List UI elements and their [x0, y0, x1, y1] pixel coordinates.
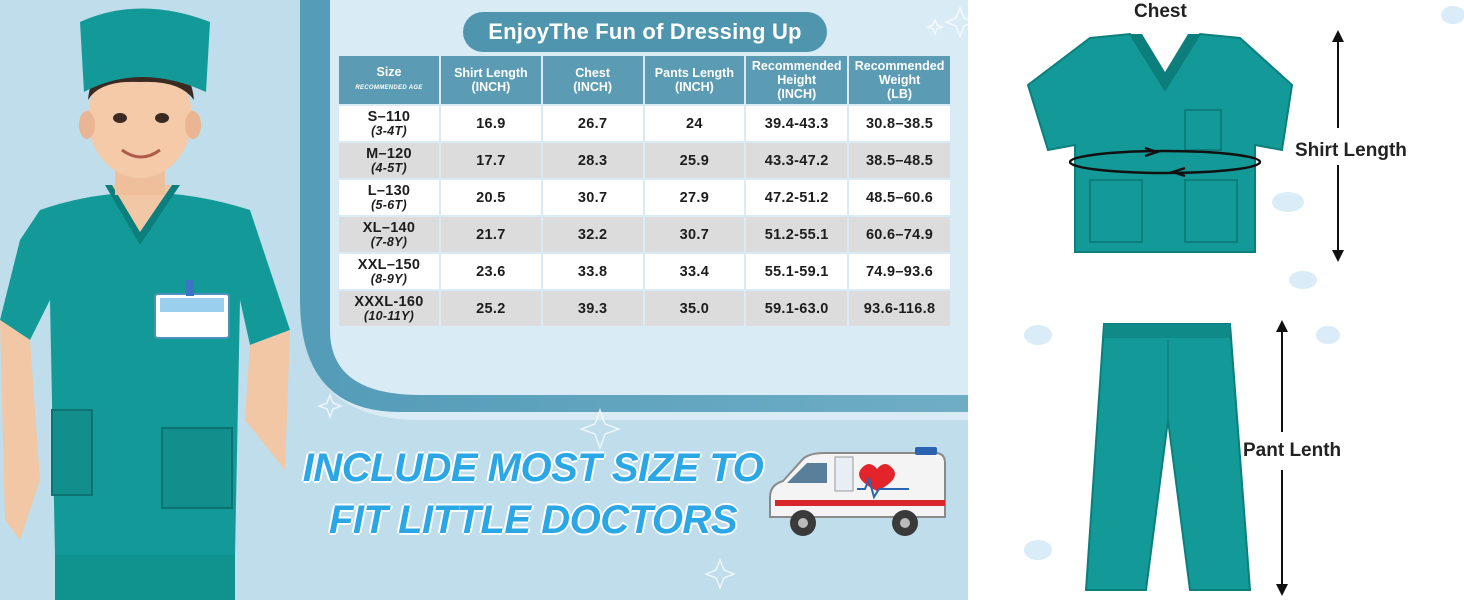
pants-length-cell: 33.4 — [644, 254, 745, 289]
slogan-line-1: INCLUDE MOST SIZE TO — [302, 446, 764, 490]
age-label: (10-11Y) — [363, 308, 415, 323]
column-header-height: Recommended Height (INCH) — [746, 56, 848, 104]
chest-cell: 32.2 — [542, 217, 643, 252]
chest-cell: 33.8 — [542, 254, 643, 289]
height-cell: 51.2-55.1 — [746, 217, 848, 252]
header-label: Size — [376, 65, 402, 79]
table-row: M–120 (4-5T) 17.7 28.3 25.9 43.3-47.2 38.… — [339, 143, 950, 178]
table-row: XXL–150 (8-9Y) 23.6 33.8 33.4 55.1-59.1 7… — [339, 254, 950, 289]
pants-length-cell: 27.9 — [644, 180, 745, 215]
pants-length-cell: 24 — [644, 106, 745, 141]
header-sublabel: RECOMMENDED AGE — [355, 85, 423, 91]
height-cell: 43.3-47.2 — [746, 143, 848, 178]
chest-cell: 28.3 — [542, 143, 643, 178]
slogan: INCLUDE MOST SIZE TO FIT LITTLE DOCTORS — [298, 442, 768, 546]
ambulance-icon — [769, 447, 946, 536]
shirt-length-cell: 23.6 — [441, 254, 541, 289]
table-header-row: Size RECOMMENDED AGE Shirt Length (INCH)… — [339, 56, 950, 104]
age-label: (8-9Y) — [370, 271, 408, 286]
size-label: XL–140 — [362, 219, 416, 236]
pants-length-cell: 35.0 — [644, 291, 745, 326]
pant-length-label: Pant Lenth — [1243, 440, 1342, 461]
height-cell: 59.1-63.0 — [746, 291, 848, 326]
column-header-size: Size RECOMMENDED AGE — [339, 56, 439, 104]
size-label: XXXL-160 — [354, 293, 424, 310]
table-row: XXXL-160 (10-11Y) 25.2 39.3 35.0 59.1-63.… — [339, 291, 950, 326]
size-cell: XXXL-160 (10-11Y) — [339, 291, 439, 326]
size-cell: XXL–150 (8-9Y) — [339, 254, 439, 289]
size-chart-table: Size RECOMMENDED AGE Shirt Length (INCH)… — [337, 54, 952, 328]
shirt-length-cell: 16.9 — [441, 106, 541, 141]
age-label: (7-8Y) — [370, 234, 408, 249]
column-header-pants-length: Pants Length (INCH) — [644, 56, 745, 104]
height-cell: 47.2-51.2 — [746, 180, 848, 215]
weight-cell: 38.5–48.5 — [849, 143, 950, 178]
chest-cell: 30.7 — [542, 180, 643, 215]
sparkle-decorations — [316, 5, 977, 591]
shirt-length-cell: 21.7 — [441, 217, 541, 252]
size-label: L–130 — [367, 182, 411, 199]
column-header-shirt-length: Shirt Length (INCH) — [441, 56, 541, 104]
pants-length-cell: 25.9 — [644, 143, 745, 178]
size-label: M–120 — [366, 145, 412, 162]
shirt-length-cell: 17.7 — [441, 143, 541, 178]
weight-cell: 30.8–38.5 — [849, 106, 950, 141]
age-label: (5-6T) — [371, 197, 407, 212]
pant-length-arrow — [1276, 320, 1288, 596]
weight-cell: 93.6-116.8 — [849, 291, 950, 326]
table-row: XL–140 (7-8Y) 21.7 32.2 30.7 51.2-55.1 60… — [339, 217, 950, 252]
weight-cell: 74.9–93.6 — [849, 254, 950, 289]
shirt-length-label: Shirt Length — [1295, 140, 1407, 161]
scrub-shirt-diagram — [1026, 32, 1294, 253]
shirt-length-arrow — [1332, 30, 1344, 262]
age-label: (4-5T) — [371, 160, 407, 175]
age-label: (3-4T) — [371, 123, 407, 138]
column-header-weight: Recommended Weight (LB) — [849, 56, 950, 104]
shirt-length-cell: 25.2 — [441, 291, 541, 326]
size-label: S–110 — [367, 108, 411, 125]
cloud-decorations — [1024, 6, 1464, 560]
column-header-chest: Chest (INCH) — [542, 56, 643, 104]
shirt-length-cell: 20.5 — [441, 180, 541, 215]
size-cell: M–120 (4-5T) — [339, 143, 439, 178]
child-doctor-illustration — [0, 8, 290, 600]
chest-label: Chest — [1134, 1, 1187, 22]
height-cell: 39.4-43.3 — [746, 106, 848, 141]
size-label: XXL–150 — [357, 256, 421, 273]
slogan-line-2: FIT LITTLE DOCTORS — [328, 498, 738, 542]
chest-cell: 26.7 — [542, 106, 643, 141]
scrub-pants-diagram — [1084, 323, 1252, 591]
weight-cell: 48.5–60.6 — [849, 180, 950, 215]
height-cell: 55.1-59.1 — [746, 254, 848, 289]
page-title: EnjoyThe Fun of Dressing Up — [463, 12, 827, 52]
pants-length-cell: 30.7 — [644, 217, 745, 252]
table-row: S–110 (3-4T) 16.9 26.7 24 39.4-43.3 30.8–… — [339, 106, 950, 141]
size-cell: S–110 (3-4T) — [339, 106, 439, 141]
table-row: L–130 (5-6T) 20.5 30.7 27.9 47.2-51.2 48.… — [339, 180, 950, 215]
size-cell: L–130 (5-6T) — [339, 180, 439, 215]
size-cell: XL–140 (7-8Y) — [339, 217, 439, 252]
chest-cell: 39.3 — [542, 291, 643, 326]
weight-cell: 60.6–74.9 — [849, 217, 950, 252]
